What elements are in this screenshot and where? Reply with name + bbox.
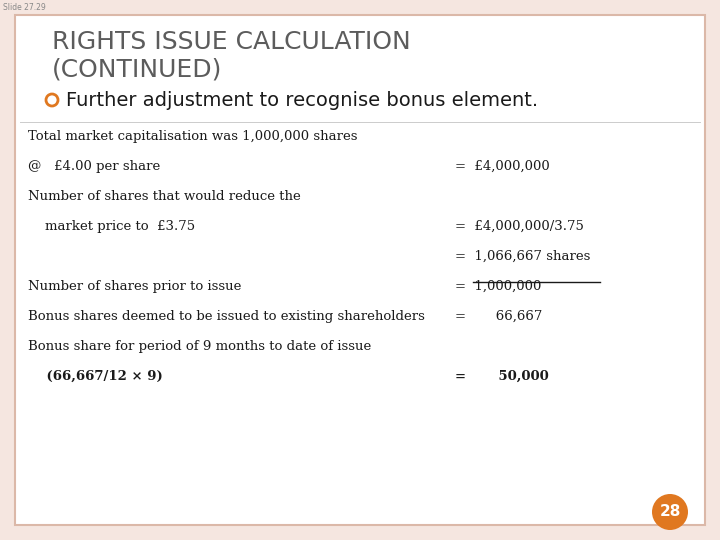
Text: =       66,667: = 66,667 [455,310,542,323]
Text: =  £4,000,000: = £4,000,000 [455,160,550,173]
Text: =  £4,000,000/3.75: = £4,000,000/3.75 [455,220,584,233]
Text: =  1,066,667 shares: = 1,066,667 shares [455,250,590,263]
Text: Slide 27.29: Slide 27.29 [3,3,46,12]
Circle shape [652,494,688,530]
Text: (CONTINUED): (CONTINUED) [52,58,222,82]
Text: Number of shares that would reduce the: Number of shares that would reduce the [28,190,301,203]
Text: =  1,000,000: = 1,000,000 [455,280,541,293]
Text: Total market capitalisation was 1,000,000 shares: Total market capitalisation was 1,000,00… [28,130,358,143]
Text: 28: 28 [660,504,680,519]
Text: Number of shares prior to issue: Number of shares prior to issue [28,280,241,293]
Text: RIGHTS ISSUE CALCULATION: RIGHTS ISSUE CALCULATION [52,30,410,54]
Text: Bonus shares deemed to be issued to existing shareholders: Bonus shares deemed to be issued to exis… [28,310,425,323]
Text: market price to  £3.75: market price to £3.75 [28,220,195,233]
Text: =       50,000: = 50,000 [455,370,549,383]
Text: Further adjustment to recognise bonus element.: Further adjustment to recognise bonus el… [66,91,538,110]
Text: Bonus share for period of 9 months to date of issue: Bonus share for period of 9 months to da… [28,340,372,353]
FancyBboxPatch shape [15,15,705,525]
Text: (66,667/12 × 9): (66,667/12 × 9) [28,370,163,383]
Text: @   £4.00 per share: @ £4.00 per share [28,160,161,173]
